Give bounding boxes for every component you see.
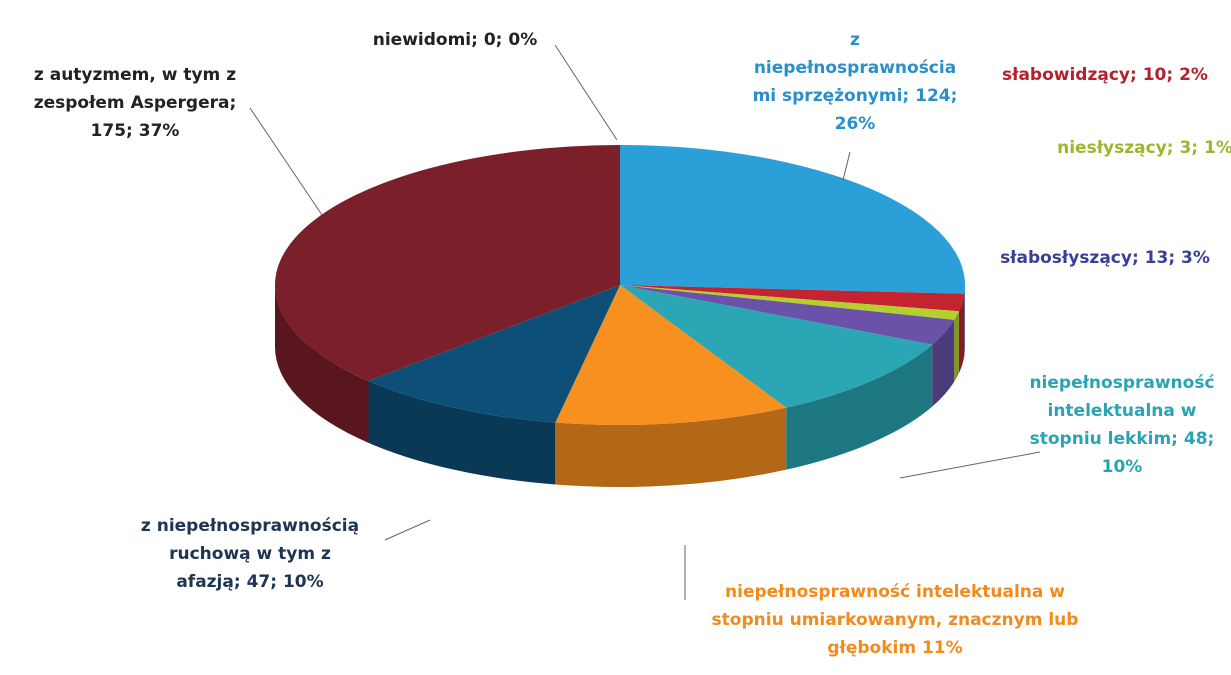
slice (620, 285, 955, 345)
data-label: intelektualna w (1048, 401, 1197, 421)
data-label: afazją; 47; 10% (176, 572, 323, 592)
data-label: z niepełnosprawnością (141, 516, 359, 536)
slice-side (786, 344, 933, 470)
leader-line (384, 519, 431, 541)
data-label: niepełnosprawność (1029, 373, 1214, 393)
leader-line (842, 151, 851, 181)
slice-side (275, 285, 369, 443)
data-label: słabosłyszący; 13; 3% (1000, 248, 1210, 268)
leader-line (249, 107, 323, 216)
data-label: z (850, 30, 860, 50)
slice (555, 285, 787, 425)
slice-side (964, 285, 965, 356)
data-label: z autyzmem, w tym z (34, 65, 236, 85)
slice-side (932, 319, 955, 407)
slice-side (555, 407, 787, 487)
data-label: stopniu umiarkowanym, znacznym lub (712, 610, 1079, 630)
data-label: niepełnosprawnościa (754, 58, 956, 78)
data-label: niepełnosprawność intelektualna w (725, 582, 1065, 602)
data-label: głębokim 11% (827, 638, 962, 658)
data-label: mi sprzężonymi; 124; (753, 86, 958, 106)
data-label: stopniu lekkim; 48; (1030, 429, 1215, 449)
slice (620, 285, 933, 408)
slice-side (368, 380, 556, 485)
data-label: słabowidzący; 10; 2% (1002, 65, 1208, 85)
leader-line (899, 451, 1041, 479)
slice (620, 285, 965, 312)
data-label: 26% (835, 114, 876, 134)
data-label: ruchową w tym z (169, 544, 331, 564)
slice-side (958, 293, 965, 374)
data-label: niewidomi; 0; 0% (373, 30, 538, 50)
data-label: 10% (1102, 457, 1143, 477)
slice (620, 145, 965, 294)
data-label: niesłyszący; 3; 1% (1057, 138, 1231, 158)
leader-line (554, 44, 618, 141)
slice (368, 285, 620, 423)
slice-side (954, 311, 959, 382)
slice (620, 285, 959, 320)
slice (274, 145, 620, 381)
data-label: 175; 37% (91, 121, 180, 141)
data-label: zespołem Aspergera; (34, 93, 237, 113)
